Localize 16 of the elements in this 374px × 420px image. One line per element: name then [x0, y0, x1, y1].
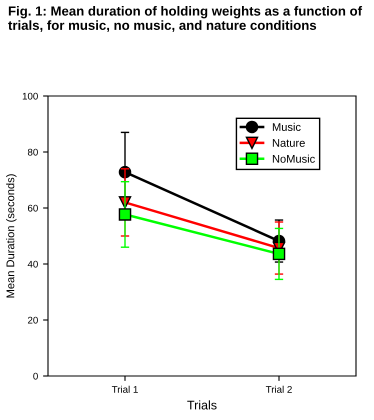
y-tick-label: 100 [22, 92, 38, 100]
y-axis-title: Mean Duration (seconds) [6, 174, 16, 298]
x-axis-title: Trials [187, 400, 217, 410]
y-tick-label: 80 [28, 148, 38, 156]
y-tick-label: 20 [28, 316, 38, 324]
point [272, 248, 286, 260]
y-tick-label: 60 [28, 204, 38, 212]
y-tick-label: 0 [33, 372, 38, 380]
legend-label: Music [272, 122, 301, 131]
x-tick-label: Trial 2 [266, 386, 292, 393]
x-tick-label: Trial 1 [112, 386, 138, 393]
chart-title: Fig. 1: Mean duration of holding weights as a function of trials, for music, no music, and nature conditions [8, 6, 362, 32]
y-tick-label: 40 [28, 260, 38, 268]
point [118, 208, 132, 221]
legend-label: NoMusic [272, 154, 315, 163]
legend-label: Nature [272, 139, 305, 147]
